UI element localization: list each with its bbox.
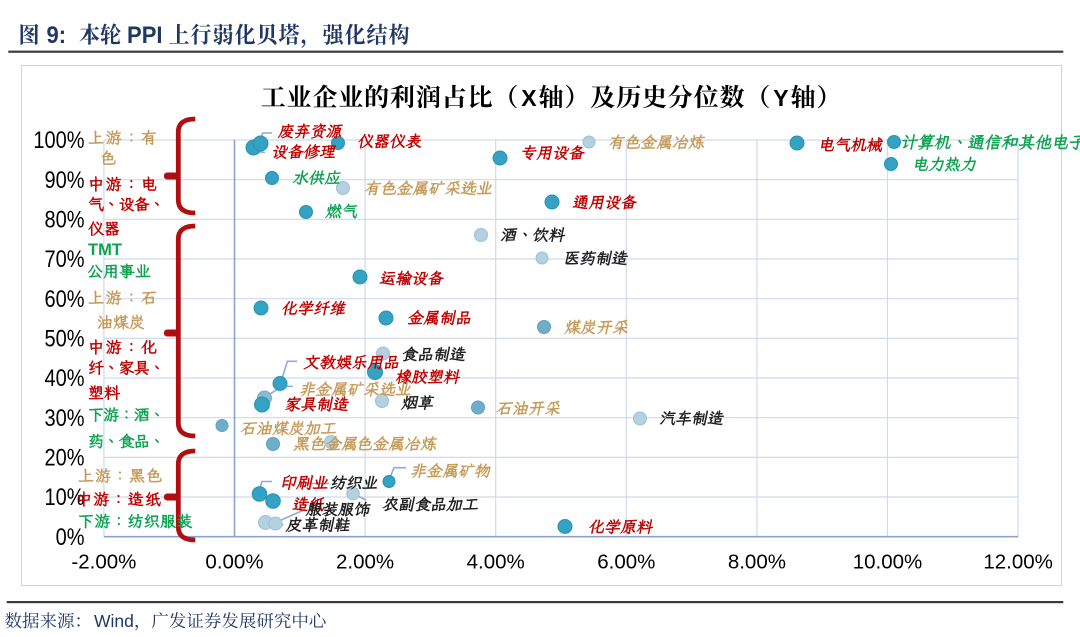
svg-text:8.00%: 8.00% xyxy=(728,551,786,574)
svg-text:X: X xyxy=(521,85,537,111)
svg-text:70%: 70% xyxy=(44,246,84,273)
svg-text:12.00%: 12.00% xyxy=(983,551,1053,574)
svg-text:60%: 60% xyxy=(44,285,84,312)
svg-text:90%: 90% xyxy=(44,166,84,193)
svg-text:40%: 40% xyxy=(44,365,84,392)
svg-text:30%: 30% xyxy=(44,404,84,431)
svg-text:100%: 100% xyxy=(33,127,84,154)
svg-text:4.00%: 4.00% xyxy=(467,551,525,574)
svg-text:9:: 9: xyxy=(47,21,67,48)
svg-text:PPI: PPI xyxy=(127,21,162,48)
svg-text:10%: 10% xyxy=(44,484,84,511)
svg-text:Wind: Wind xyxy=(94,611,134,631)
svg-text:-2.00%: -2.00% xyxy=(71,551,136,574)
svg-text:10.00%: 10.00% xyxy=(853,551,923,574)
svg-text:TMT: TMT xyxy=(88,241,122,259)
svg-text:2.00%: 2.00% xyxy=(336,551,394,574)
svg-text:Y: Y xyxy=(773,85,788,111)
svg-text:6.00%: 6.00% xyxy=(597,551,655,574)
svg-text:50%: 50% xyxy=(44,325,84,352)
svg-text:0.00%: 0.00% xyxy=(205,551,263,574)
svg-text:0%: 0% xyxy=(56,523,85,550)
svg-text:20%: 20% xyxy=(44,444,84,471)
svg-text:80%: 80% xyxy=(44,206,84,233)
